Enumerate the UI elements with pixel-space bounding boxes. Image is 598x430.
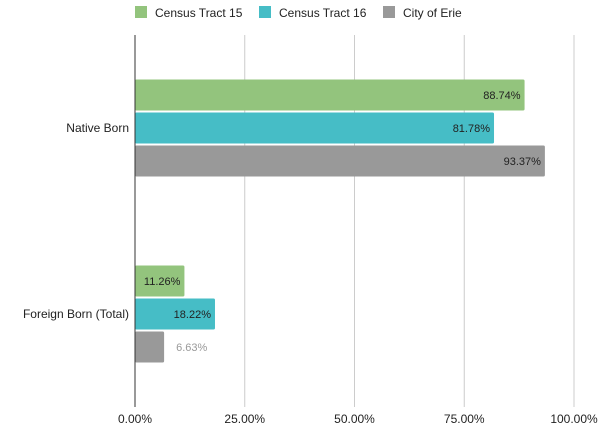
data-label: 11.26% <box>144 276 181 288</box>
legend: Census Tract 15 Census Tract 16 City of Er… <box>135 6 462 20</box>
bar <box>135 79 525 111</box>
category-labels: Native Born Foreign Born (Total) <box>23 121 129 321</box>
data-label: 81.78% <box>453 123 491 135</box>
data-labels: 88.74% 81.78% 93.37% 11.26% 18.22% 6.63% <box>144 90 541 354</box>
bar <box>135 145 545 177</box>
bar <box>135 298 215 330</box>
category-label: Native Born <box>66 121 129 135</box>
x-tick-label: 0.00% <box>118 412 152 426</box>
legend-label: City of Erie <box>403 6 462 20</box>
data-label: 93.37% <box>504 156 542 168</box>
legend-swatch <box>135 6 147 18</box>
category-label: Foreign Born (Total) <box>23 307 129 321</box>
legend-swatch <box>259 6 271 18</box>
x-tick-label: 75.00% <box>444 412 485 426</box>
bar <box>135 112 495 144</box>
x-tick-labels: 0.00% 25.00% 50.00% 75.00% 100.00% <box>118 412 598 426</box>
bar <box>135 265 185 297</box>
x-tick-label: 100.00% <box>550 412 598 426</box>
bar <box>135 331 165 363</box>
x-tick-label: 25.00% <box>224 412 265 426</box>
data-label: 6.63% <box>176 342 207 354</box>
x-tick-label: 50.00% <box>334 412 375 426</box>
data-label: 18.22% <box>174 309 212 321</box>
data-label: 88.74% <box>483 90 521 102</box>
legend-label: Census Tract 16 <box>279 6 367 20</box>
legend-swatch <box>383 6 395 18</box>
legend-label: Census Tract 15 <box>155 6 243 20</box>
bars <box>135 79 545 363</box>
